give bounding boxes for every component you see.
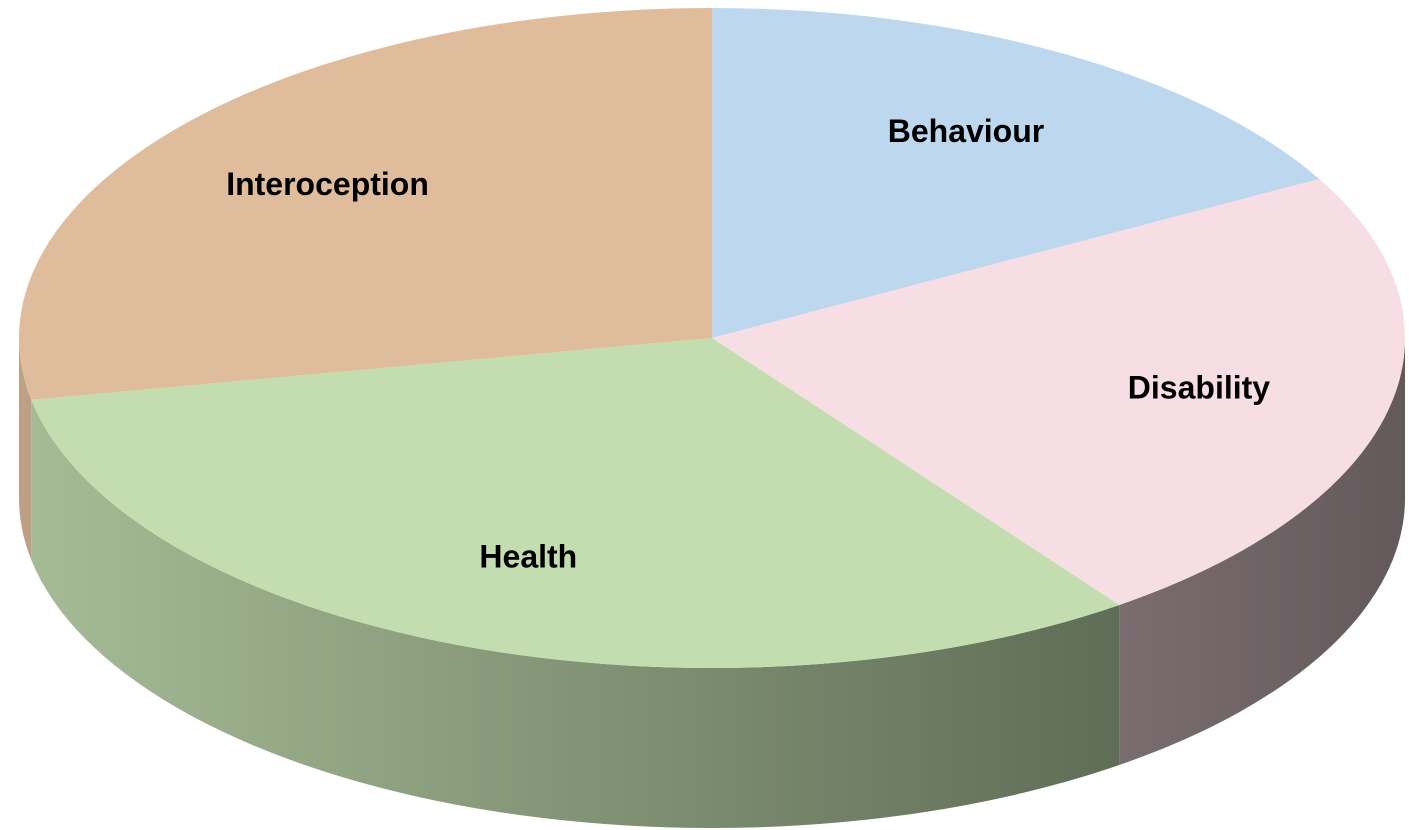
slice [712,8,1320,338]
slice-label: Interoception [226,166,429,202]
slice-side [19,338,32,560]
slice-label: Health [479,538,577,574]
slice-side [1119,338,1405,765]
pie-tops [18,8,1405,668]
slice [31,338,1120,668]
slice-label: Disability [1128,369,1270,405]
slice-side [31,399,1120,828]
slice [712,179,1405,605]
slice [18,8,713,400]
pie-sides [19,338,1405,828]
slice-label: Behaviour [888,113,1044,149]
pie-labels: Behaviour Disability Health Interoception [226,113,1270,574]
